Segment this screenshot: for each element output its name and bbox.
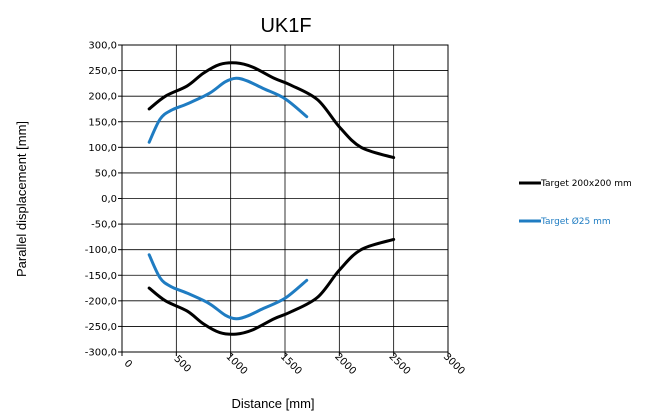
y-tick-label: -300,0 <box>85 348 117 359</box>
series-1-lower-line <box>147 237 396 336</box>
y-tick-label: 300,0 <box>88 41 117 52</box>
legend: Target 200x200 mm Target Ø25 mm <box>519 179 632 227</box>
series-2-upper-line <box>147 76 309 144</box>
y-tick-label: -100,0 <box>85 245 117 256</box>
y-tick-label: -50,0 <box>91 220 117 231</box>
x-tick-label: 2000 <box>332 351 358 377</box>
x-tick-label: 0 <box>122 358 134 370</box>
y-tick-label: 250,0 <box>88 66 117 77</box>
legend-label-2: Target Ø25 mm <box>540 216 611 227</box>
x-axis-label: Distance [mm] <box>231 396 314 411</box>
series-lines <box>147 61 396 336</box>
y-tick-label: 200,0 <box>88 92 117 103</box>
y-tick-label: 50,0 <box>95 168 117 179</box>
x-tick-label: 3000 <box>441 351 467 377</box>
series-2-lower-line <box>147 253 309 321</box>
chart-title: UK1F <box>260 15 311 37</box>
x-tick-label: 2500 <box>387 351 413 377</box>
y-tick-label: -200,0 <box>85 296 117 307</box>
y-tick-label: 100,0 <box>88 143 117 154</box>
x-axis-ticks: 0 500 1000 1500 2000 2500 3000 <box>121 351 467 377</box>
y-tick-label: 150,0 <box>88 117 117 128</box>
x-tick-label: 1000 <box>224 351 250 377</box>
series-1-upper-line <box>147 61 396 160</box>
x-tick-label: 500 <box>171 354 192 375</box>
y-axis-label: Parallel displacement [mm] <box>14 121 29 277</box>
x-tick-label: 1500 <box>278 351 304 377</box>
y-tick-label: -250,0 <box>85 322 117 333</box>
y-axis-ticks: 300,0 250,0 200,0 150,0 100,0 50,0 0,0 -50,0 -10… <box>85 41 122 359</box>
grid-lines <box>121 44 449 353</box>
legend-label-1: Target 200x200 mm <box>540 179 632 189</box>
y-tick-label: 0,0 <box>101 194 117 205</box>
y-tick-label: -150,0 <box>85 271 117 282</box>
